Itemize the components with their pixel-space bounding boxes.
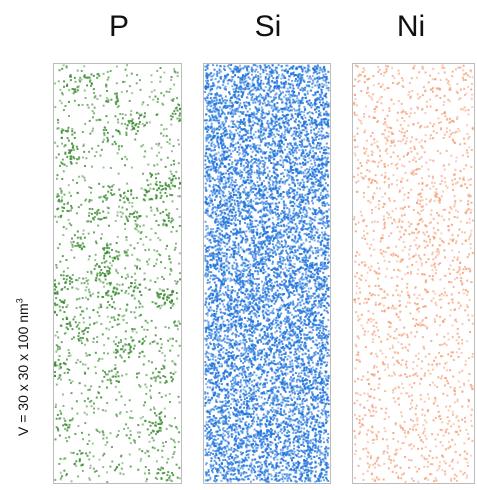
- volume-label-text: V = 30 x 30 x 100 nm: [15, 303, 31, 436]
- ni-atom-scatter: [353, 64, 474, 483]
- panel-ni-atom-map: [352, 63, 475, 484]
- element-label-p: P: [108, 10, 129, 43]
- panel-p-atom-map: [53, 63, 182, 484]
- volume-axis-label: V = 30 x 30 x 100 nm3: [14, 298, 31, 436]
- si-atom-scatter: [204, 64, 330, 483]
- volume-label-exponent: 3: [14, 298, 25, 304]
- p-atom-scatter: [54, 64, 181, 483]
- panel-si-atom-map: [203, 63, 331, 484]
- element-label-ni: Ni: [396, 10, 426, 43]
- element-label-si: Si: [254, 10, 282, 43]
